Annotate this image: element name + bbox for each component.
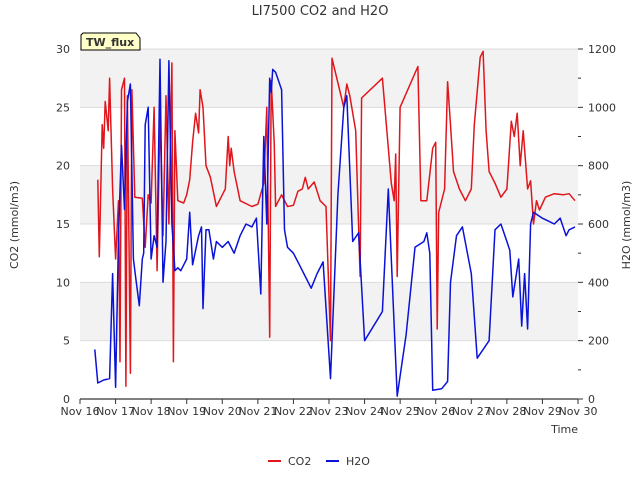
left-axis: 0 5 10 15 20 25 30 — [56, 43, 70, 406]
site-label-box: TW_flux — [80, 32, 141, 51]
y-tick-label-left: 15 — [56, 218, 70, 231]
y-axis-label-right: H2O (mmol/m3) — [620, 181, 633, 270]
y-tick-label-right: 1200 — [588, 43, 616, 56]
grid-band — [80, 49, 578, 108]
x-tick-label: Nov 28 — [487, 405, 526, 418]
y-tick-label-left: 30 — [56, 43, 70, 56]
series-layer — [94, 50, 576, 397]
x-tick-label: Nov 27 — [452, 405, 491, 418]
y-tick-label-left: 20 — [56, 160, 70, 173]
x-tick-label: Nov 17 — [96, 405, 135, 418]
legend-label: H2O — [346, 455, 370, 468]
y-tick-label-right: 600 — [588, 218, 609, 231]
x-tick-label: Nov 23 — [310, 405, 349, 418]
y-tick-label-left: 5 — [63, 335, 70, 348]
legend: CO2 H2O — [268, 455, 370, 468]
x-tick-label: Nov 21 — [238, 405, 277, 418]
x-tick-label: Nov 26 — [416, 405, 455, 418]
x-tick-label: Nov 19 — [167, 405, 206, 418]
x-tick-label: Nov 30 — [559, 405, 598, 418]
y-axis-label-left: CO2 (mmol/m3) — [8, 181, 21, 269]
x-tick-label: Nov 25 — [381, 405, 420, 418]
x-tick-label: Nov 16 — [61, 405, 100, 418]
x-tick-label: Nov 24 — [345, 405, 384, 418]
series-line-co2 — [97, 50, 576, 387]
chart-title: LI7500 CO2 and H2O — [252, 4, 389, 19]
right-axis: 0 200 400 600 800 1000 1200 — [578, 43, 616, 406]
y-tick-label-left: 25 — [56, 101, 70, 114]
x-tick-label: Nov 22 — [274, 405, 313, 418]
legend-label: CO2 — [288, 455, 311, 468]
y-tick-label-right: 0 — [588, 393, 595, 406]
y-tick-label-right: 200 — [588, 335, 609, 348]
site-label: TW_flux — [86, 36, 134, 49]
y-tick-label-right: 1000 — [588, 101, 616, 114]
series-line-h2o — [94, 58, 576, 397]
x-axis-label: Time — [550, 423, 578, 436]
x-tick-label: Nov 20 — [203, 405, 242, 418]
x-tick-label: Nov 18 — [132, 405, 171, 418]
y-tick-label-left: 0 — [63, 393, 70, 406]
y-tick-label-left: 10 — [56, 276, 70, 289]
y-tick-label-right: 800 — [588, 160, 609, 173]
x-tick-label: Nov 29 — [523, 405, 562, 418]
y-tick-label-right: 400 — [588, 276, 609, 289]
